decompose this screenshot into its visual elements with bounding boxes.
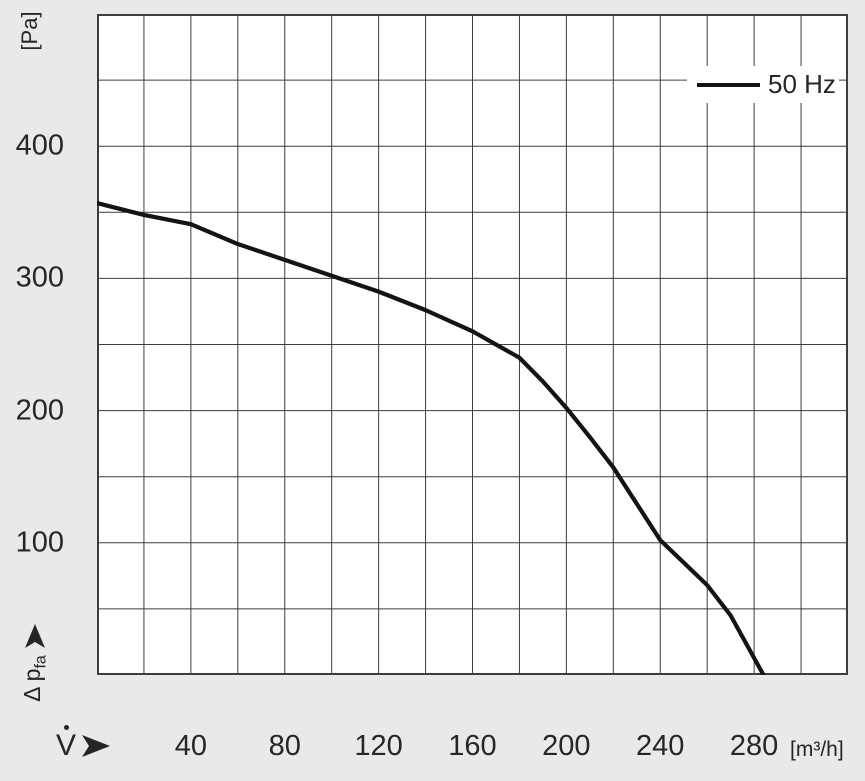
x-tick-label: 120 bbox=[354, 730, 403, 762]
x-tick-label: 200 bbox=[542, 730, 591, 762]
x-tick-label: 160 bbox=[448, 730, 497, 762]
y-tick-label: 400 bbox=[15, 129, 64, 162]
chart-canvas bbox=[97, 14, 848, 675]
v-dot-icon bbox=[64, 725, 69, 730]
x-tick-label: 80 bbox=[268, 730, 301, 762]
legend-label: 50 Hz bbox=[768, 69, 836, 99]
x-tick-label: 40 bbox=[174, 730, 208, 762]
x-tick-label: 240 bbox=[636, 730, 685, 762]
x-axis-symbol: V bbox=[56, 725, 76, 763]
up-arrow-icon bbox=[25, 624, 45, 649]
y-tick-label: 100 bbox=[15, 526, 64, 559]
y-axis-label-text: Δ pfa bbox=[19, 655, 50, 702]
plot-area bbox=[97, 14, 848, 675]
y-tick-label: 200 bbox=[15, 394, 64, 427]
y-tick-label: 300 bbox=[15, 261, 64, 294]
x-axis-unit: [m³/h] bbox=[790, 738, 844, 761]
curve-50-hz bbox=[97, 200, 766, 675]
plot-border bbox=[97, 14, 848, 675]
x-axis-label: V bbox=[56, 725, 111, 763]
y-axis-unit: [Pa] bbox=[17, 11, 42, 51]
legend-line-swatch bbox=[697, 82, 760, 87]
legend: 50 Hz bbox=[687, 66, 839, 103]
right-arrow-icon bbox=[82, 735, 111, 757]
y-axis-label: Δ pfa bbox=[19, 606, 50, 720]
x-tick-label: 280 bbox=[729, 730, 779, 762]
